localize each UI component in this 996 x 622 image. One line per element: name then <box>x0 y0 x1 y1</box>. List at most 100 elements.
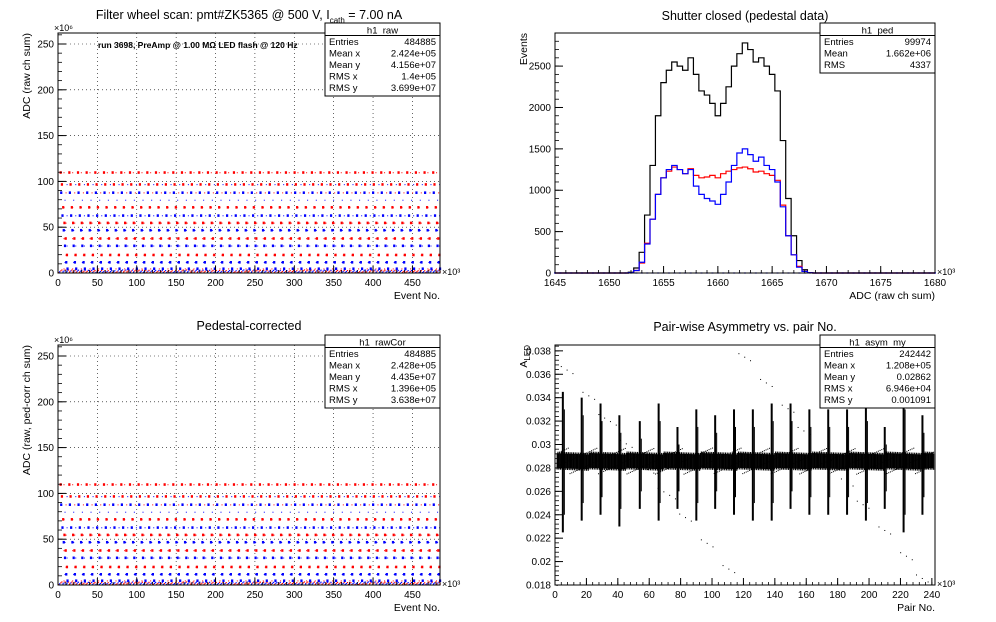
data-band <box>927 453 930 470</box>
data-point <box>235 270 237 272</box>
data-point <box>81 262 83 264</box>
data-point <box>258 483 262 486</box>
data-point <box>437 574 439 576</box>
data-point <box>381 526 385 529</box>
data-point <box>207 503 210 506</box>
data-point <box>285 270 287 273</box>
data-point <box>366 550 368 552</box>
data-point <box>781 404 783 406</box>
data-point <box>410 582 413 584</box>
data-point <box>371 581 373 583</box>
data-point <box>212 269 214 272</box>
data-point <box>138 183 142 186</box>
data-point <box>389 270 392 272</box>
data-point <box>708 449 710 451</box>
data-point <box>227 582 230 585</box>
data-layer <box>556 353 935 586</box>
data-point <box>228 580 230 582</box>
data-point <box>333 199 335 201</box>
data-point <box>364 183 367 186</box>
data-point <box>114 582 116 584</box>
data-point <box>213 496 215 498</box>
data-point <box>306 244 309 248</box>
data-point <box>341 541 343 543</box>
data-band <box>799 452 801 469</box>
data-band <box>891 451 893 469</box>
data-point <box>835 456 837 458</box>
data-point <box>114 228 117 232</box>
data-point <box>908 462 910 464</box>
data-point <box>160 254 162 256</box>
data-point <box>177 574 179 576</box>
data-point <box>141 533 144 537</box>
data-point <box>909 449 911 451</box>
data-point <box>242 503 245 506</box>
data-point <box>412 222 414 224</box>
data-point <box>142 541 144 543</box>
data-point <box>233 191 236 194</box>
data-point <box>316 573 319 576</box>
data-point <box>124 519 126 521</box>
data-point <box>251 495 254 498</box>
data-point <box>383 540 386 544</box>
data-point <box>594 448 596 450</box>
data-point <box>333 261 336 264</box>
data-point <box>95 271 97 273</box>
data-point <box>126 583 128 585</box>
data-band <box>689 452 691 469</box>
data-band <box>701 453 703 470</box>
data-point <box>108 192 110 194</box>
data-point <box>239 557 241 559</box>
data-point <box>331 228 334 232</box>
data-point <box>220 511 222 513</box>
data-point <box>73 262 75 264</box>
data-point <box>296 582 298 584</box>
data-point <box>167 238 169 240</box>
data-point <box>60 582 62 584</box>
data-point <box>305 540 308 544</box>
data-point <box>255 261 258 264</box>
data-point <box>131 206 134 209</box>
data-point <box>357 228 360 232</box>
data-point <box>66 557 68 559</box>
data-point <box>649 449 651 451</box>
data-point <box>399 270 402 272</box>
data-point <box>73 541 75 543</box>
data-point <box>315 229 317 231</box>
data-point <box>332 244 335 248</box>
data-point <box>200 526 203 529</box>
data-point <box>323 519 325 521</box>
data-point <box>352 582 354 585</box>
data-point <box>221 270 223 273</box>
data-point <box>121 183 124 186</box>
data-point <box>353 582 355 584</box>
x-tick-label: 20 <box>581 590 593 601</box>
data-point <box>411 574 413 576</box>
data-point <box>130 214 133 217</box>
data-point <box>231 579 234 583</box>
data-band <box>742 453 744 470</box>
data-point <box>236 172 238 174</box>
data-point <box>151 199 153 201</box>
data-band <box>917 452 919 470</box>
data-point <box>324 199 326 201</box>
data-point <box>170 527 172 529</box>
data-point <box>273 253 277 257</box>
data-point <box>273 534 275 536</box>
data-point <box>263 581 265 583</box>
data-point <box>124 582 126 584</box>
data-point <box>235 206 238 209</box>
data-band <box>840 454 842 471</box>
data-point <box>246 549 249 552</box>
data-point <box>299 566 301 568</box>
data-band <box>585 454 588 471</box>
data-band <box>572 453 574 471</box>
data-point <box>167 556 171 560</box>
data-point <box>127 184 129 186</box>
data-point <box>118 527 120 529</box>
data-point <box>331 221 335 225</box>
data-point <box>289 574 291 576</box>
y-tick-label: 0.036 <box>526 370 551 381</box>
data-point <box>150 238 152 240</box>
data-point <box>193 550 195 552</box>
